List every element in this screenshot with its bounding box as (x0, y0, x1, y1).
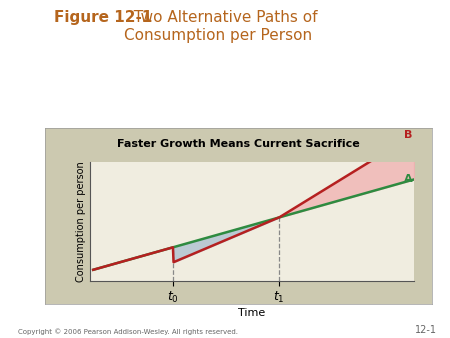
Text: B: B (405, 129, 413, 140)
Text: Faster Growth Means Current Sacrifice: Faster Growth Means Current Sacrifice (117, 139, 360, 149)
Text: 12-1: 12-1 (414, 324, 436, 335)
X-axis label: Time: Time (238, 308, 266, 318)
Text: A: A (405, 174, 413, 185)
Text: Copyright © 2006 Pearson Addison-Wesley. All rights reserved.: Copyright © 2006 Pearson Addison-Wesley.… (18, 328, 238, 335)
Text: Figure 12-1: Figure 12-1 (54, 10, 153, 25)
Text: Two Alternative Paths of
Consumption per Person: Two Alternative Paths of Consumption per… (124, 10, 317, 43)
Y-axis label: Consumption per person: Consumption per person (76, 161, 86, 282)
